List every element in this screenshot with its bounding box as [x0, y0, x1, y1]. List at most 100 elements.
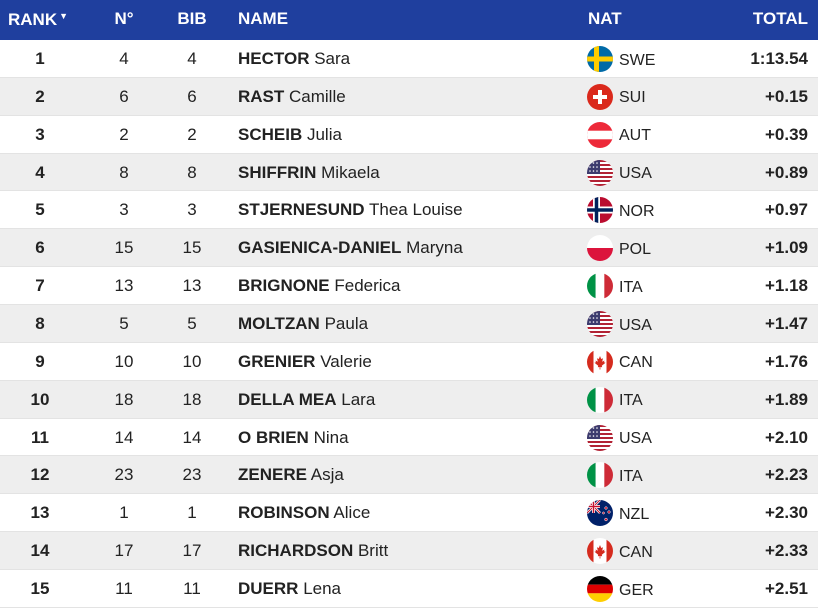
nat-column-header[interactable]: NAT [588, 9, 622, 28]
bib-cell: 17 [182, 541, 202, 561]
nation-code: NOR [619, 202, 655, 220]
total-time-cell: +0.97 [764, 200, 808, 220]
bib-cell: 23 [182, 465, 202, 485]
no-column-header[interactable]: N° [114, 9, 134, 28]
athlete-name[interactable]: GASIENICA-DANIEL Maryna [238, 229, 463, 267]
athlete-last-name: STJERNESUND [238, 200, 365, 220]
number-cell: 4 [119, 49, 129, 68]
athlete-name[interactable]: DUERR Lena [238, 570, 341, 608]
nation-cell: CAN [587, 343, 653, 381]
athlete-first-name: Nina [313, 427, 349, 447]
number-cell: 5 [119, 314, 129, 334]
table-row[interactable]: 1 4 4 HECTOR Sara SWE 1:13.54 [0, 40, 818, 78]
pol-flag-icon [587, 235, 613, 262]
bib-cell: 4 [187, 49, 197, 68]
table-row[interactable]: 2 6 6 RAST Camille SUI +0.15 [0, 77, 818, 116]
table-row[interactable]: 10 18 18 DELLA MEA Lara ITA +1.89 [0, 380, 818, 419]
rank-cell: 1 [35, 49, 45, 68]
table-row[interactable]: 15 11 11 DUERR Lena GER +2.51 [0, 570, 818, 608]
athlete-last-name: HECTOR [238, 49, 310, 68]
usa-flag-icon [587, 424, 613, 451]
ger-flag-icon [587, 575, 613, 602]
table-row[interactable]: 11 14 14 O BRIEN Nina USA +2.10 [0, 419, 818, 457]
table-row[interactable]: 4 8 8 SHIFFRIN Mikaela USA +0.89 [0, 153, 818, 192]
table-row[interactable]: 14 17 17 RICHARDSON Britt CAN +2.33 [0, 532, 818, 571]
athlete-name[interactable]: RAST Camille [238, 78, 346, 116]
athlete-name[interactable]: SHIFFRIN Mikaela [238, 154, 380, 192]
athlete-first-name: Maryna [406, 238, 463, 258]
athlete-last-name: SHIFFRIN [238, 162, 317, 182]
number-cell: 6 [119, 86, 129, 106]
athlete-name[interactable]: STJERNESUND Thea Louise [238, 191, 463, 229]
athlete-first-name: Lena [303, 579, 342, 599]
nation-code: ITA [619, 392, 643, 410]
athlete-name[interactable]: HECTOR Sara [238, 40, 350, 78]
number-cell: 11 [115, 579, 133, 599]
athlete-first-name: Camille [289, 86, 346, 106]
bib-cell: 13 [182, 276, 202, 296]
name-column-header[interactable]: NAME [238, 9, 289, 28]
athlete-name[interactable]: ROBINSON Alice [238, 494, 370, 532]
athlete-last-name: O BRIEN [238, 427, 309, 447]
rank-cell: 2 [35, 86, 45, 106]
rank-cell: 4 [35, 162, 45, 182]
rank-column-header[interactable]: RANK ▼ [8, 0, 68, 40]
table-row[interactable]: 13 1 1 ROBINSON Alice NZL +2.30 [0, 494, 818, 533]
rank-cell: 7 [35, 276, 45, 296]
bib-cell: 18 [182, 389, 202, 409]
athlete-name[interactable]: MOLTZAN Paula [238, 305, 368, 343]
table-header: RANK ▼ N° BIB NAME NAT TOTAL [0, 0, 818, 40]
total-time-cell: +0.39 [764, 124, 808, 144]
rank-cell: 13 [30, 503, 50, 523]
nation-code: USA [619, 165, 652, 183]
athlete-first-name: Britt [357, 541, 389, 561]
athlete-first-name: Lara [341, 389, 376, 409]
athlete-name[interactable]: ZENERE Asja [238, 456, 344, 494]
can-flag-icon [587, 538, 613, 565]
athlete-name[interactable]: DELLA MEA Lara [238, 381, 375, 419]
nation-code: ITA [619, 278, 643, 296]
athlete-last-name: DELLA MEA [238, 389, 337, 409]
nation-cell: SUI [587, 78, 646, 116]
table-row[interactable]: 5 3 3 STJERNESUND Thea Louise NOR +0.97 [0, 191, 818, 230]
total-time-cell: +1.76 [764, 351, 808, 371]
table-row[interactable]: 3 2 2 SCHEIB Julia AUT +0.39 [0, 116, 818, 154]
total-time-cell: +2.51 [764, 579, 808, 599]
rank-cell: 6 [35, 238, 45, 258]
athlete-name[interactable]: BRIGNONE Federica [238, 267, 401, 305]
nation-cell: USA [587, 305, 652, 343]
athlete-name[interactable]: SCHEIB Julia [238, 116, 342, 154]
number-cell: 17 [114, 541, 134, 561]
nation-cell: NZL [587, 494, 649, 532]
nor-flag-icon [587, 197, 613, 224]
table-row[interactable]: 12 23 23 ZENERE Asja ITA +2.23 [0, 456, 818, 495]
total-time-cell: +0.89 [764, 162, 808, 182]
bib-column-header[interactable]: BIB [177, 9, 207, 28]
bib-cell: 8 [187, 162, 197, 182]
total-time-cell: +1.89 [764, 389, 808, 409]
nation-code: CAN [619, 543, 653, 561]
table-row[interactable]: 8 5 5 MOLTZAN Paula USA +1.47 [0, 305, 818, 343]
nation-code: CAN [619, 354, 653, 372]
number-cell: 3 [119, 200, 129, 220]
bib-cell: 15 [182, 238, 202, 258]
rank-header-label: RANK [8, 10, 58, 29]
bib-cell: 5 [187, 314, 197, 334]
number-cell: 10 [114, 351, 134, 371]
athlete-name[interactable]: RICHARDSON Britt [238, 532, 388, 570]
swe-flag-icon [587, 45, 613, 72]
ita-flag-icon [587, 386, 613, 413]
athlete-last-name: BRIGNONE [238, 276, 330, 296]
table-row[interactable]: 7 13 13 BRIGNONE Federica ITA +1.18 [0, 267, 818, 306]
usa-flag-icon [587, 159, 613, 186]
rank-cell: 12 [30, 465, 50, 485]
athlete-name[interactable]: O BRIEN Nina [238, 419, 349, 457]
athlete-name[interactable]: GRENIER Valerie [238, 343, 372, 381]
bib-cell: 6 [187, 86, 197, 106]
athlete-last-name: GASIENICA-DANIEL [238, 238, 402, 258]
total-column-header[interactable]: TOTAL [752, 9, 808, 28]
table-row[interactable]: 6 15 15 GASIENICA-DANIEL Maryna POL +1.09 [0, 229, 818, 268]
table-row[interactable]: 9 10 10 GRENIER Valerie CAN +1.76 [0, 343, 818, 381]
nation-cell: CAN [587, 532, 653, 570]
